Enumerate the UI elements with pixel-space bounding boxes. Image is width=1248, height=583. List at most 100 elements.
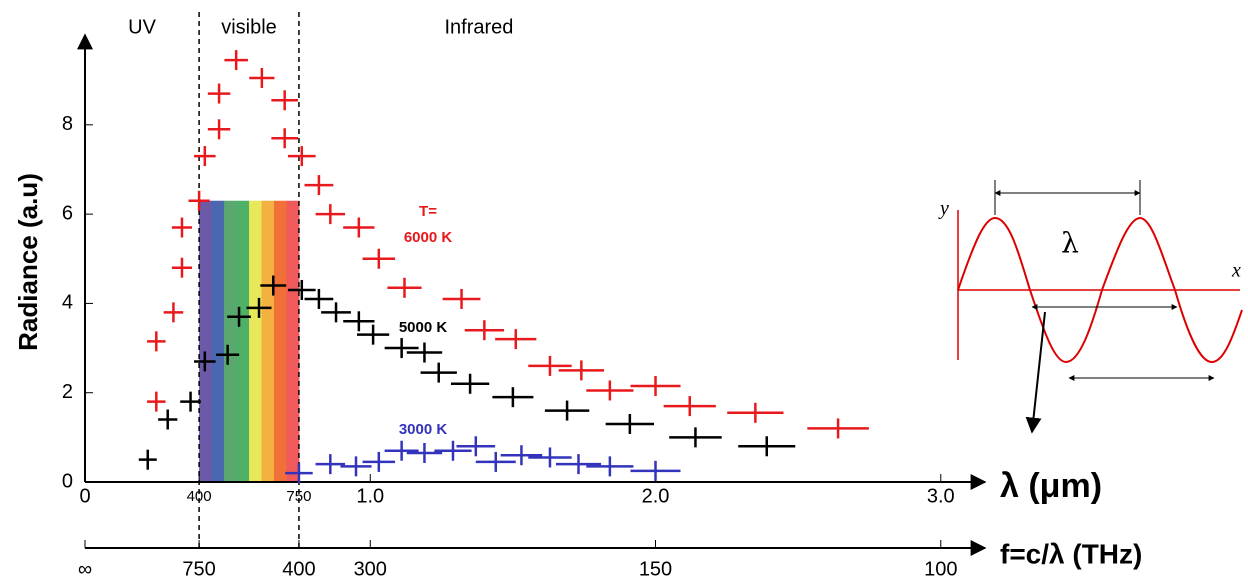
data-point <box>285 463 313 484</box>
series-label: 3000 K <box>399 421 448 438</box>
data-point <box>224 50 248 71</box>
data-point <box>271 90 298 111</box>
x-tick-label: 400 <box>187 488 212 505</box>
data-point <box>163 302 184 323</box>
data-point <box>227 306 251 327</box>
f-tick-label: ∞ <box>78 558 92 580</box>
series-label: 5000 K <box>399 319 448 336</box>
data-point <box>555 454 602 475</box>
data-point <box>605 413 655 434</box>
data-point <box>384 338 419 359</box>
data-point <box>492 387 534 408</box>
x-tick-label: 1.0 <box>356 485 384 507</box>
data-point <box>315 204 346 225</box>
data-point <box>456 436 496 457</box>
data-point <box>586 456 634 477</box>
data-point <box>495 329 537 350</box>
data-point <box>171 257 193 278</box>
data-point <box>188 190 210 211</box>
data-point <box>216 344 240 365</box>
data-point <box>500 445 543 466</box>
x-tick-label: 2.0 <box>642 485 670 507</box>
data-point <box>406 342 443 363</box>
data-point <box>271 128 298 149</box>
data-point <box>321 302 351 323</box>
y-axis-label: Radiance (a.u) <box>13 173 43 351</box>
f-tick-label: 100 <box>924 558 957 580</box>
spectrum-band <box>273 200 287 482</box>
data-point <box>384 440 419 461</box>
spectrum-band <box>236 200 250 482</box>
inset-x-label: x <box>1231 260 1241 282</box>
data-point <box>147 391 166 412</box>
x-tick-label: 0 <box>79 485 90 507</box>
inset-wave-curve <box>957 216 1243 364</box>
data-point <box>147 331 166 352</box>
data-point <box>246 297 272 318</box>
data-point <box>138 449 157 470</box>
data-point <box>420 362 457 383</box>
data-point <box>528 447 572 468</box>
data-point <box>207 83 231 104</box>
data-point <box>544 400 590 421</box>
data-point <box>180 391 201 412</box>
data-point <box>406 442 443 463</box>
data-point <box>340 456 372 477</box>
data-point <box>362 248 396 269</box>
data-point <box>343 311 375 332</box>
spectrum-band <box>211 200 225 482</box>
data-point <box>558 360 605 381</box>
spectrum-band <box>286 200 300 482</box>
data-point <box>194 146 216 167</box>
f-tick-label: 150 <box>639 558 672 580</box>
data-point <box>315 454 346 475</box>
f-tick-label: 400 <box>282 558 315 580</box>
f-axis-label: f=c/λ (THz) <box>1000 538 1142 569</box>
region-label: UV <box>128 16 156 38</box>
visible-spectrum <box>199 200 300 482</box>
temperature-prefix: T= <box>419 203 437 220</box>
y-tick-label: 0 <box>62 470 73 492</box>
data-point <box>630 376 681 397</box>
data-point <box>738 436 796 457</box>
data-point <box>304 175 334 196</box>
data-point <box>194 351 216 372</box>
spectrum-band <box>249 200 263 482</box>
data-point <box>260 275 287 296</box>
region-label: Infrared <box>444 16 513 38</box>
data-point <box>807 418 869 439</box>
series-label: 6000 K <box>404 229 453 246</box>
data-point <box>158 409 178 430</box>
data-point <box>171 217 193 238</box>
x-axis-label: λ (μm) <box>1000 467 1102 505</box>
spectrum-band <box>261 200 275 482</box>
spectrum-band <box>199 200 213 482</box>
data-point <box>475 451 516 472</box>
data-point <box>434 440 472 461</box>
data-point <box>362 451 396 472</box>
data-point <box>249 67 275 88</box>
data-point <box>727 402 784 423</box>
data-point <box>450 373 490 394</box>
data-point <box>528 355 572 376</box>
data-point <box>357 324 390 345</box>
data-point <box>387 277 422 298</box>
y-tick-label: 4 <box>62 292 73 314</box>
data-point <box>630 460 681 481</box>
data-point <box>287 280 316 301</box>
inset-arrow <box>1025 311 1046 434</box>
data-point <box>442 288 481 309</box>
x-tick-label: 750 <box>286 488 311 505</box>
x-tick-label: 3.0 <box>927 485 955 507</box>
data-point <box>287 146 316 167</box>
data-point <box>663 396 716 417</box>
y-tick-label: 6 <box>62 202 73 224</box>
f-tick-label: 300 <box>354 558 387 580</box>
data-point <box>207 119 231 140</box>
spectrum-band <box>224 200 238 482</box>
data-point <box>343 217 375 238</box>
inset-wave: λ x y <box>938 180 1243 434</box>
f-tick-label: 750 <box>182 558 215 580</box>
region-label: visible <box>221 16 277 38</box>
